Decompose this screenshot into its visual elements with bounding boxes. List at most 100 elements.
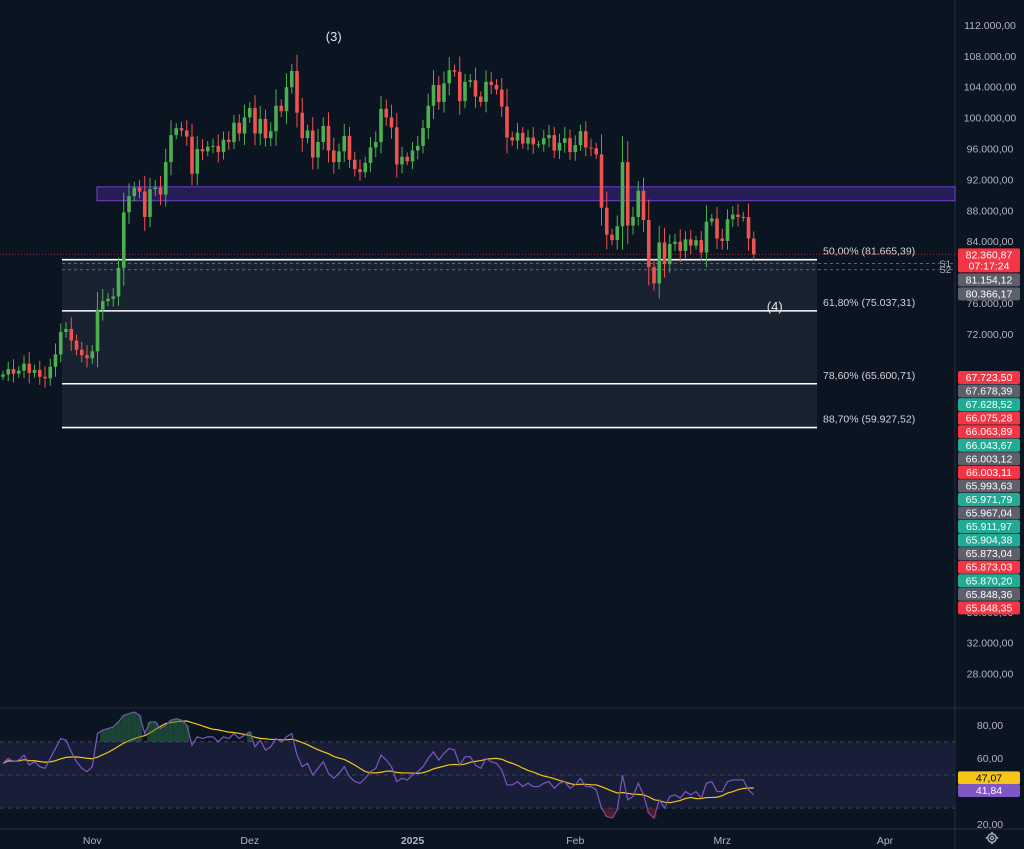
rsi-overbought-fill (121, 715, 127, 742)
stacked-price-value: 65.848,35 (966, 602, 1013, 614)
rsi-tick-label: 60,00 (977, 753, 1003, 765)
candle (704, 221, 709, 253)
rsi-overbought-fill (152, 721, 158, 742)
candle (463, 81, 467, 102)
candle (316, 142, 320, 158)
candle (715, 218, 719, 239)
candle (232, 122, 236, 143)
candle (1, 374, 5, 377)
candle (678, 241, 683, 251)
candle (37, 369, 42, 377)
candle (221, 139, 226, 153)
candle (484, 81, 488, 102)
candle (247, 108, 252, 118)
candle (578, 131, 583, 146)
candle (347, 135, 352, 160)
candle (499, 89, 504, 107)
candle (132, 187, 137, 197)
rsi-ma-value: 47,07 (976, 772, 1002, 784)
rsi-overbought-fill (157, 728, 164, 742)
candle (363, 162, 368, 173)
rsi-value: 41,84 (976, 785, 1002, 797)
candle (163, 162, 168, 195)
price-tick-label: 76.000,00 (967, 298, 1014, 310)
pivot-price-badge (958, 287, 1020, 301)
candle (510, 137, 515, 141)
price-tick-label: 72.000,00 (967, 329, 1014, 341)
candle (158, 187, 163, 195)
candle (27, 363, 32, 373)
candle (79, 349, 84, 356)
pivot-label: S1 (939, 259, 951, 270)
price-tick-label: 104.000,00 (964, 82, 1017, 94)
pivot-price-value: 81.154,12 (966, 274, 1013, 286)
stacked-price-badge (958, 533, 1020, 547)
fib-zone (62, 259, 817, 428)
stacked-price-badge (958, 384, 1020, 398)
candle (22, 363, 26, 371)
candle (295, 71, 299, 113)
price-tick-label: 88.000,00 (967, 205, 1014, 217)
stacked-price-value: 66.063,89 (966, 426, 1013, 438)
candle (473, 80, 478, 97)
price-tick-label: 28.000,00 (967, 669, 1014, 681)
candle (379, 108, 383, 143)
candle (16, 370, 21, 374)
candle (100, 301, 105, 310)
fib-label: 78,60% (65.600,71) (823, 370, 915, 382)
candle (457, 71, 462, 102)
candle (652, 267, 656, 284)
stacked-price-badge (958, 411, 1020, 425)
candle (436, 84, 441, 102)
candle (426, 105, 431, 129)
candle (48, 366, 53, 379)
candle (615, 226, 620, 241)
candle (69, 328, 74, 341)
wave-label: (3) (326, 29, 342, 44)
candle (683, 239, 688, 251)
candle (137, 187, 142, 192)
candle (641, 190, 646, 221)
rsi-overbought-fill (105, 728, 111, 742)
candle (200, 149, 205, 152)
candle (673, 241, 677, 244)
gear-icon[interactable] (985, 831, 999, 845)
candle (6, 369, 11, 375)
stacked-price-badge (958, 601, 1020, 615)
candle (620, 162, 625, 227)
candle (520, 132, 525, 144)
candle (709, 218, 714, 222)
stacked-price-value: 65.967,04 (966, 508, 1013, 520)
rsi-overbought-fill (184, 725, 190, 742)
candle (32, 369, 37, 373)
candle (720, 238, 725, 241)
candle (751, 238, 756, 255)
price-tick-label: 84.000,00 (967, 236, 1014, 248)
price-tick-label: 108.000,00 (964, 51, 1017, 63)
candle (85, 355, 89, 359)
stacked-price-value: 65.873,04 (966, 548, 1013, 560)
stacked-price-badge (958, 479, 1020, 493)
price-tick-label: 112.000,00 (964, 20, 1016, 32)
candle (515, 132, 520, 141)
candle (410, 150, 415, 162)
candle (153, 187, 158, 190)
candle (205, 146, 210, 152)
candle (64, 328, 68, 333)
candle (489, 81, 494, 85)
candle (211, 145, 215, 147)
candle (253, 108, 257, 134)
last-price-badge (958, 248, 1020, 273)
candle (142, 191, 147, 217)
candle (736, 214, 740, 217)
stacked-price-value: 66.003,12 (966, 453, 1013, 465)
rsi-overbought-fill (131, 712, 137, 742)
rsi-overbought-fill (163, 725, 169, 742)
stacked-price-badge (958, 506, 1020, 520)
stacked-price-value: 66.043,67 (966, 440, 1013, 452)
pivot-price-value: 80.366,17 (966, 288, 1013, 300)
candle (604, 207, 609, 235)
wave-label: (4) (767, 299, 783, 314)
candle (368, 147, 373, 163)
